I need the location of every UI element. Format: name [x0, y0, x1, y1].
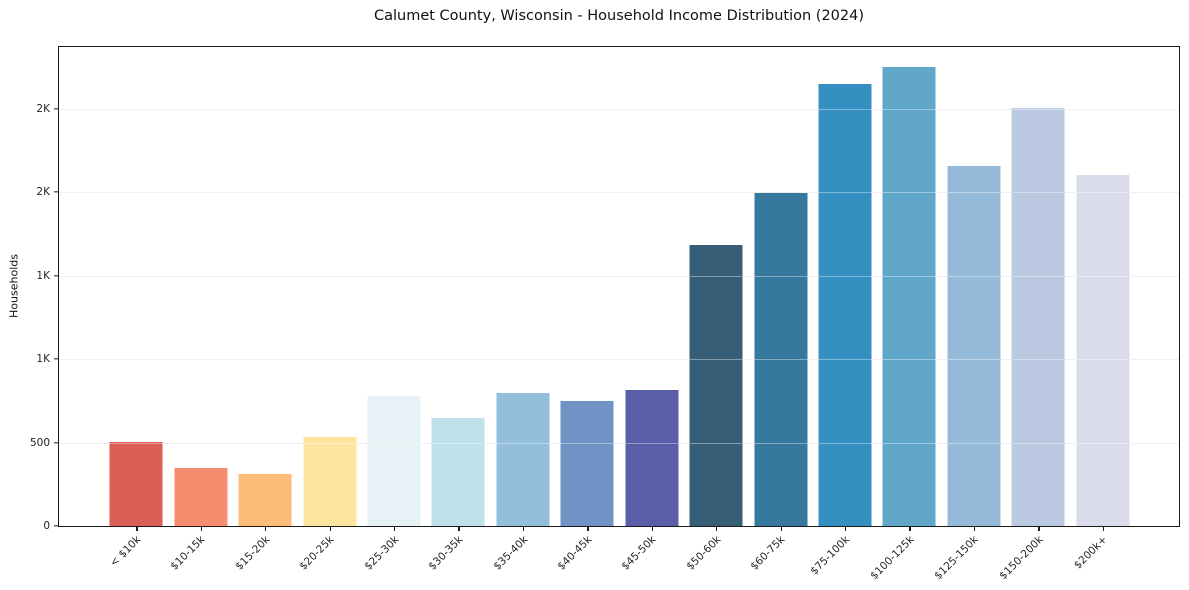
- bar: [1011, 107, 1065, 526]
- bar: [560, 401, 614, 526]
- bar-cell: $35-40k: [491, 47, 555, 573]
- gridline: [59, 359, 1179, 361]
- x-tick-mark: [1038, 526, 1040, 531]
- y-tick-mark: [54, 191, 59, 193]
- plot-area: < $10k $10-15k $15-20k $20-25k $25-30k $30-35…: [30, 46, 1180, 582]
- x-tick-mark: [909, 526, 911, 531]
- y-tick-label: 500: [29, 436, 50, 449]
- x-tick-mark: [587, 526, 589, 531]
- y-axis-label: Households: [7, 254, 21, 318]
- bar-cell: $60-75k: [748, 47, 812, 573]
- gridline-overlay: [59, 108, 1179, 110]
- x-tick-mark: [845, 526, 847, 531]
- x-tick-label: $10-15k: [168, 533, 208, 573]
- bar: [174, 467, 228, 526]
- bar-cell: $30-35k: [426, 47, 490, 573]
- x-tick-mark: [780, 526, 782, 531]
- bar: [496, 393, 550, 526]
- x-tick-label: $150-200k: [996, 533, 1046, 583]
- x-tick-mark: [651, 526, 654, 531]
- x-tick-mark: [265, 526, 267, 531]
- bar-cell: < $10k: [104, 47, 168, 569]
- bar: [947, 165, 1001, 526]
- y-tick-mark: [54, 108, 59, 110]
- y-tick-mark: [54, 441, 59, 444]
- x-tick-label: $100-125k: [868, 533, 917, 583]
- x-tick-label: $45-50k: [619, 533, 659, 573]
- gridline: [59, 192, 1179, 194]
- x-tick-label: $125-150k: [932, 533, 981, 583]
- bar: [882, 67, 936, 526]
- bar-cell: $20-25k: [297, 47, 361, 573]
- x-tick-mark: [522, 526, 525, 531]
- x-tick-label: $25-30k: [361, 533, 402, 573]
- gridline-overlay: [59, 442, 1179, 444]
- bar: [1076, 174, 1130, 526]
- y-tick-label: 2K: [36, 186, 50, 199]
- bar-cell: $45-50k: [620, 47, 684, 573]
- y-tick-label: 1K: [36, 269, 50, 282]
- bar-cell: $10-15k: [168, 47, 232, 573]
- bar: [625, 390, 679, 526]
- chart-title: Calumet County, Wisconsin - Household In…: [373, 8, 864, 24]
- y-tick-label: 0: [43, 520, 50, 532]
- bar: [754, 192, 808, 526]
- bar-cell: $40-45k: [555, 47, 619, 573]
- gridline: [59, 108, 1179, 110]
- bar-cell: $25-30k: [362, 47, 426, 573]
- x-tick-label: $30-35k: [426, 533, 466, 573]
- bar: [109, 442, 163, 526]
- x-tick-mark: [393, 526, 396, 531]
- x-tick-label: $75-100k: [808, 533, 853, 578]
- x-tick-mark: [1102, 526, 1105, 531]
- x-tick-label: $35-40k: [490, 533, 530, 573]
- x-tick-label: $15-20k: [233, 533, 273, 573]
- bar-cell: $50-60k: [684, 47, 748, 573]
- x-tick-label: < $10k: [107, 533, 144, 570]
- bar-cell: $75-100k: [808, 47, 877, 577]
- bar: [238, 474, 292, 526]
- bar-cell: $125-150k: [932, 47, 1006, 582]
- y-tick-mark: [54, 525, 59, 527]
- bar-cell: $200k+: [1071, 47, 1135, 571]
- x-tick-label: $200k+: [1071, 533, 1110, 572]
- y-tick-label: 1K: [36, 353, 50, 366]
- x-tick-mark: [136, 526, 138, 531]
- bar: [303, 437, 357, 526]
- gridline: [59, 442, 1179, 444]
- gridline-overlay: [59, 192, 1179, 194]
- x-tick-mark: [716, 526, 718, 531]
- bar: [431, 418, 485, 526]
- gridline: [59, 275, 1179, 277]
- bar: [818, 84, 872, 526]
- bar-cell: $100-125k: [868, 47, 941, 582]
- y-tick-mark: [54, 358, 59, 360]
- y-tick-mark: [54, 274, 59, 277]
- gridline-overlay: [59, 359, 1179, 361]
- x-tick-label: $20-25k: [297, 533, 337, 573]
- bar-cell: $150-200k: [997, 47, 1070, 582]
- bars-row: < $10k $10-15k $15-20k $20-25k $25-30k $30-35…: [59, 47, 1179, 582]
- x-tick-label: $50-60k: [684, 533, 724, 573]
- gridline-overlay: [59, 275, 1179, 277]
- y-tick-label: 2K: [36, 102, 50, 115]
- x-tick-mark: [329, 526, 331, 531]
- bar: [367, 396, 421, 526]
- x-tick-label: $40-45k: [555, 533, 595, 573]
- x-tick-mark: [458, 526, 460, 531]
- x-tick-mark: [200, 526, 202, 531]
- bar-cell: $15-20k: [233, 47, 297, 573]
- x-tick-label: $60-75k: [748, 533, 788, 573]
- x-tick-mark: [973, 526, 976, 531]
- bar: [689, 244, 743, 526]
